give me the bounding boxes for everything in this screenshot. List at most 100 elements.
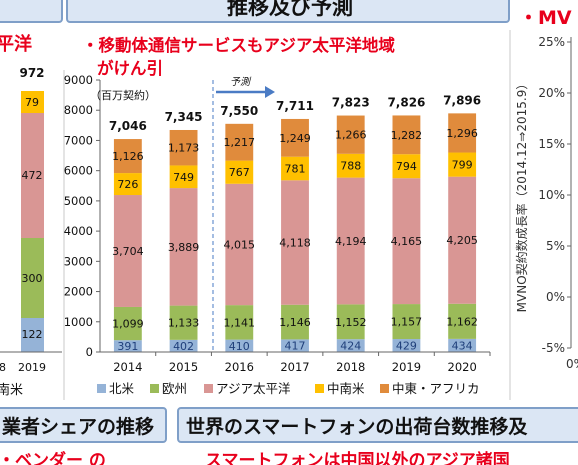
bar-segment xyxy=(169,339,198,352)
bar-data-label: 1,249 xyxy=(279,132,311,145)
right-axis: 25% 20% 15% 10% 5% 0% -5% xyxy=(538,35,572,355)
bar-segment xyxy=(281,180,309,305)
y-tick-label: 9000 xyxy=(64,73,93,87)
bar-total-label: 7,550 xyxy=(220,104,258,118)
bar-segment xyxy=(392,304,421,340)
header-box-left-fragment xyxy=(0,0,63,23)
right-tick-label: 15% xyxy=(538,137,565,151)
bar-segment xyxy=(336,177,365,305)
bottom-box-left-text: 業者シェアの推移 xyxy=(1,415,154,438)
bar-segment xyxy=(281,118,309,157)
bar-data-label: 794 xyxy=(396,160,417,173)
x-tick-label: 2018 xyxy=(336,360,365,374)
header-box-main xyxy=(66,0,510,23)
legend-label: 欧州 xyxy=(162,381,187,396)
bar-data-label: 1,099 xyxy=(112,318,144,331)
bar-total-label: 7,345 xyxy=(165,110,203,124)
legend-swatch xyxy=(380,384,389,393)
left-fragment-label-300: 300 xyxy=(22,272,43,285)
bar-segment xyxy=(281,339,309,352)
bar-total-label: 7,826 xyxy=(387,95,425,109)
bar-data-label: 1,162 xyxy=(446,315,478,328)
right-tick-label: 20% xyxy=(538,86,565,100)
bar-segment xyxy=(448,303,477,339)
left-fragment-title: 平洋 xyxy=(0,33,32,55)
bar-segment xyxy=(113,340,142,352)
left-fragment-seg-na xyxy=(21,318,44,352)
bar-data-label: 1,217 xyxy=(224,136,256,149)
bar-segment xyxy=(392,154,421,179)
y-tick-label: 5000 xyxy=(64,194,93,208)
bar-data-label: 4,165 xyxy=(391,235,423,248)
x-tick-label: 2020 xyxy=(448,360,477,374)
bar-segment xyxy=(392,178,421,305)
right-tick-label: 5% xyxy=(546,239,565,253)
bar-data-label: 1,146 xyxy=(279,316,311,329)
bar-segment xyxy=(169,165,198,189)
bar-data-label: 4,015 xyxy=(224,238,256,251)
left-fragment-legend: 南米 xyxy=(0,382,23,398)
bar-segment xyxy=(448,338,477,352)
bar-data-label: 4,194 xyxy=(335,235,367,248)
right-tick-label: 0% xyxy=(546,290,565,304)
left-fragment-tick: 8 xyxy=(0,361,6,374)
bar-segment xyxy=(113,195,142,307)
bar-segment xyxy=(225,339,254,352)
legend-label: 北米 xyxy=(109,381,135,396)
bar-segment xyxy=(113,306,142,341)
header-main-title: 推移及び予測 xyxy=(227,0,353,19)
bar-data-label: 4,205 xyxy=(446,234,478,247)
bottom-box-left xyxy=(0,407,167,443)
bar-data-label: 1,157 xyxy=(391,316,423,329)
bar-segment xyxy=(448,113,477,153)
y-tick-label: 0 xyxy=(86,345,93,359)
legend-swatch xyxy=(97,384,106,393)
legend: 北米 欧州 アジア太平洋 中南米 中東・アフリカ xyxy=(97,381,480,396)
bar-segment xyxy=(169,305,198,340)
right-tick-label: 10% xyxy=(538,188,565,202)
y-tick-label: 4000 xyxy=(64,224,93,238)
legend-swatch xyxy=(150,384,159,393)
bar-segment xyxy=(281,304,309,340)
bar-segment xyxy=(448,152,477,177)
bar-segment xyxy=(392,339,421,352)
bar-stacks: 391 1,099 3,704 726 1,126 7,046 402 1,133 3,889 7… xyxy=(109,93,481,353)
legend-label: アジア太平洋 xyxy=(216,381,291,396)
bar-total-label: 7,046 xyxy=(109,119,147,133)
legend-swatch xyxy=(315,384,324,393)
bar-data-label: 417 xyxy=(285,340,306,353)
forecast-label: 予測 xyxy=(230,76,252,88)
bar-data-label: 1,126 xyxy=(112,150,144,163)
legend-label: 中東・アフリカ xyxy=(392,381,480,396)
bar-data-label: 1,133 xyxy=(168,317,200,330)
bar-data-label: 4,118 xyxy=(279,237,311,250)
x-tick-label: 2014 xyxy=(113,360,142,374)
bar-data-label: 429 xyxy=(396,340,417,353)
bar-data-label: 434 xyxy=(452,339,473,352)
left-fragment-year: 2019 xyxy=(18,361,46,374)
bar-segment xyxy=(113,173,142,196)
left-fragment-total: 972 xyxy=(19,66,44,80)
bar-segment xyxy=(225,160,254,184)
right-tick-label: 25% xyxy=(538,35,565,49)
left-fragment-label-79: 79 xyxy=(25,96,39,109)
chart-subtitle-line1: ・移動体通信サービスもアジア太平洋地域 xyxy=(82,35,395,55)
y-tick-label: 2000 xyxy=(64,285,93,299)
bar-segment xyxy=(336,304,365,340)
x-axis: 2014 2015 2016 2017 2018 2019 2020 xyxy=(100,351,491,374)
chart-subtitle-line2: がけん引 xyxy=(97,58,163,78)
bar-total-label: 7,711 xyxy=(276,99,314,113)
bar-segment xyxy=(336,115,365,154)
bar-segment xyxy=(336,339,365,352)
bar-data-label: 3,704 xyxy=(112,245,144,258)
bar-segment xyxy=(225,183,254,306)
unit-label: （百万契約） xyxy=(90,88,156,102)
bar-data-label: 788 xyxy=(340,160,361,173)
bottom-red-right: スマートフォンは中国以外のアジア諸国 xyxy=(205,450,510,465)
bar-data-label: 1,152 xyxy=(335,316,367,329)
y-tick-label: 6000 xyxy=(64,164,93,178)
forecast-arrow-head xyxy=(265,86,275,98)
bottom-box-right xyxy=(177,407,578,443)
header-right-title: ・MV xyxy=(519,7,572,29)
